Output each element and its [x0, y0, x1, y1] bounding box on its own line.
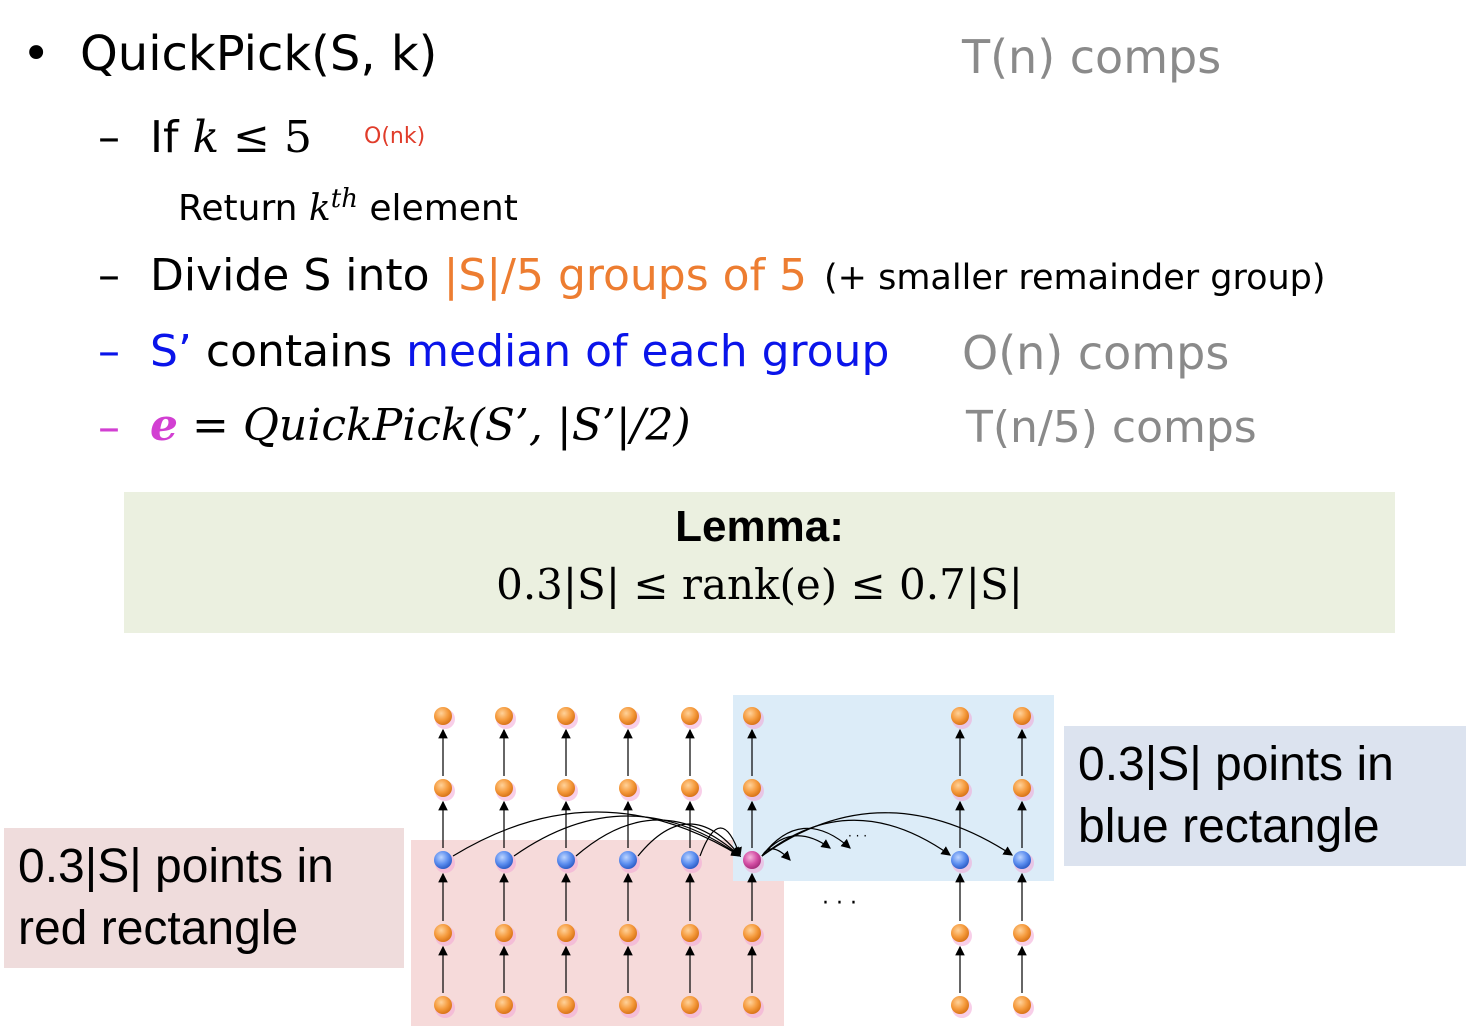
dash-3: –	[98, 326, 120, 377]
orange-node	[434, 707, 452, 725]
step-3-prefix: S’	[150, 326, 192, 377]
orange-node	[434, 924, 452, 942]
step-4-formula: = QuickPick(S’, |S’|/2)	[192, 400, 691, 451]
orange-node	[1013, 924, 1031, 942]
orange-node	[1013, 707, 1031, 725]
orange-node	[495, 924, 513, 942]
orange-node	[681, 924, 699, 942]
step-1-prefix: If	[150, 112, 179, 163]
ellipsis-arrows: · · ·	[848, 829, 867, 843]
bullet-icon: •	[22, 26, 51, 82]
step-4-e: e	[150, 400, 178, 451]
orange-node	[681, 779, 699, 797]
diagram-edges	[438, 728, 1027, 993]
blue-label-line-1: 0.3|S| points in	[1078, 738, 1394, 791]
orange-node	[557, 707, 575, 725]
median-arrow	[452, 811, 742, 857]
step-1-k: k	[192, 112, 220, 163]
lemma-formula: 0.3|S| ≤ rank(e) ≤ 0.7|S|	[496, 560, 1023, 609]
dash-1: –	[98, 112, 120, 163]
blue-rectangle	[733, 695, 1054, 881]
diagram-nodes	[434, 707, 1034, 1018]
orange-node	[619, 924, 637, 942]
orange-node	[743, 924, 761, 942]
orange-node	[557, 924, 575, 942]
orange-node	[495, 779, 513, 797]
title-cost: T(n) comps	[962, 30, 1222, 84]
orange-node	[681, 707, 699, 725]
orange-node	[619, 779, 637, 797]
step-1: If k ≤ 5	[150, 112, 312, 163]
step-2-note: (+ smaller remainder group)	[824, 258, 1326, 298]
orange-node	[743, 996, 761, 1014]
blue-median-node	[951, 851, 969, 869]
step-1-sub-k: k	[308, 188, 331, 229]
blue-label-line-2: blue rectangle	[1078, 800, 1380, 853]
step-1-sub-prefix: Return	[178, 188, 298, 229]
step-1-sub-suffix: element	[369, 188, 518, 229]
blue-median-node	[1013, 851, 1031, 869]
orange-node	[619, 707, 637, 725]
blue-median-node	[619, 851, 637, 869]
median-out-arrow	[761, 819, 951, 857]
orange-node	[557, 996, 575, 1014]
orange-node	[743, 707, 761, 725]
orange-node	[743, 779, 761, 797]
orange-node	[1013, 996, 1031, 1014]
step-3-cost: O(n) comps	[962, 326, 1230, 380]
lemma-box: Lemma: 0.3|S| ≤ rank(e) ≤ 0.7|S|	[124, 492, 1395, 633]
median-arrow	[575, 819, 741, 857]
step-3-middle: contains	[205, 326, 393, 377]
orange-node	[619, 996, 637, 1014]
orange-node	[681, 996, 699, 1014]
orange-node	[434, 996, 452, 1014]
orange-node	[495, 707, 513, 725]
algorithm-title: QuickPick(S, k)	[80, 26, 438, 82]
dash-4: –	[98, 402, 120, 453]
median-arrow	[699, 827, 742, 858]
blue-median-node	[495, 851, 513, 869]
orange-node	[557, 779, 575, 797]
red-label-line-2: red rectangle	[18, 902, 299, 955]
lemma-title: Lemma:	[675, 502, 844, 551]
orange-node	[951, 996, 969, 1014]
median-out-arrow	[761, 827, 851, 857]
red-label-line-1: 0.3|S| points in	[18, 840, 334, 893]
step-3-highlight: median of each group	[406, 326, 890, 377]
orange-node	[495, 996, 513, 1014]
step-4-cost: T(n/5) comps	[966, 402, 1257, 453]
step-1-rest: ≤ 5	[233, 112, 312, 163]
median-arrow	[637, 823, 741, 857]
orange-node	[434, 779, 452, 797]
step-1-cost: O(nk)	[364, 124, 426, 149]
orange-node	[951, 924, 969, 942]
step-4: e = QuickPick(S’, |S’|/2)	[150, 400, 691, 451]
step-1-sub-sup: th	[330, 184, 358, 214]
step-2-highlight: |S|/5 groups of 5	[443, 250, 808, 301]
step-2: Divide S into |S|/5 groups of 5	[150, 250, 807, 301]
median-arrow	[513, 815, 741, 857]
step-2-prefix: Divide S into	[150, 250, 430, 301]
pink-median-node	[743, 851, 761, 869]
blue-median-node	[557, 851, 575, 869]
dash-2: –	[98, 250, 120, 301]
red-rectangle-label: 0.3|S| points in red rectangle	[4, 828, 404, 968]
blue-median-node	[434, 851, 452, 869]
median-out-arrow	[761, 812, 1014, 857]
blue-rectangle-label: 0.3|S| points in blue rectangle	[1064, 726, 1466, 866]
step-3: S’ contains median of each group	[150, 326, 889, 377]
step-1-sub: Return kth element	[178, 184, 518, 229]
blue-median-node	[681, 851, 699, 869]
orange-node	[1013, 779, 1031, 797]
red-rectangle	[411, 840, 784, 1026]
orange-node	[951, 779, 969, 797]
orange-node	[951, 707, 969, 725]
ellipsis-lower: · · ·	[822, 891, 857, 916]
